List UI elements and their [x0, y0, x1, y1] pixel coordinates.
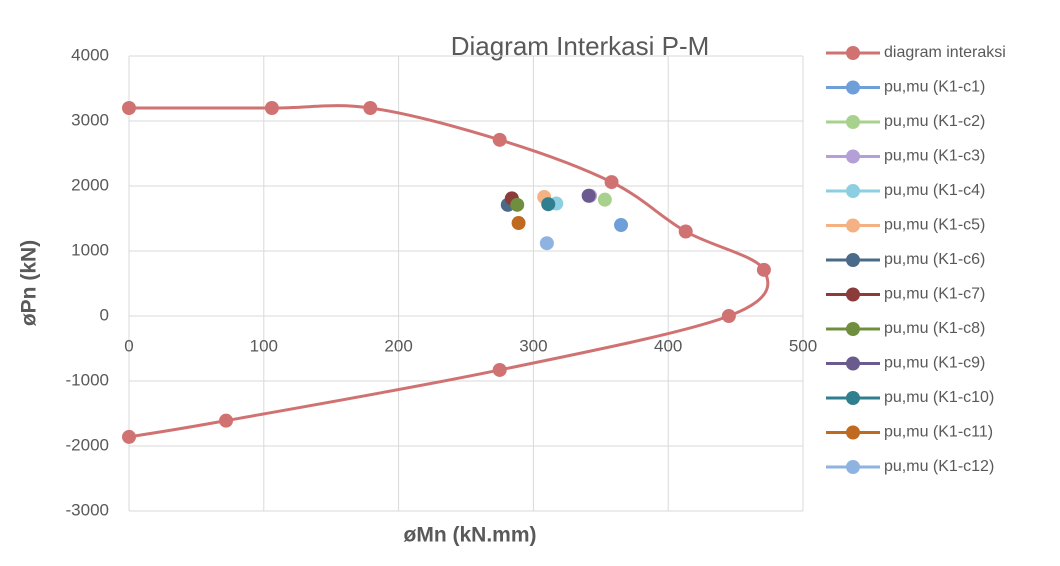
x-tick-label: 400 [654, 336, 682, 355]
legend-swatch-marker [846, 81, 860, 95]
legend-swatch-marker [846, 115, 860, 129]
y-tick-label: -2000 [66, 435, 109, 454]
data-point [512, 216, 526, 230]
x-tick-label: 500 [789, 336, 817, 355]
legend-swatch-marker [846, 288, 860, 302]
legend-swatch-marker [846, 219, 860, 233]
y-axis-label: øPn (kN) [18, 240, 41, 326]
legend-label: pu,mu (K1-c1) [884, 79, 985, 96]
legend-label: pu,mu (K1-c10) [884, 389, 994, 406]
data-point [510, 198, 524, 212]
legend-label: pu,mu (K1-c8) [884, 320, 985, 337]
y-tick-label: 2000 [71, 175, 109, 194]
data-point [722, 309, 736, 323]
legend-swatch-marker [846, 460, 860, 474]
data-point [122, 430, 136, 444]
data-point [605, 175, 619, 189]
data-point [219, 414, 233, 428]
data-point [493, 363, 507, 377]
y-tick-label: 3000 [71, 110, 109, 129]
series-line [129, 106, 768, 437]
x-tick-label: 200 [384, 336, 412, 355]
data-point [122, 101, 136, 115]
data-point [582, 189, 596, 203]
data-point [363, 101, 377, 115]
y-tick-label: 0 [100, 305, 109, 324]
data-point [265, 101, 279, 115]
x-tick-label: 100 [250, 336, 278, 355]
data-point [679, 225, 693, 239]
data-point [541, 197, 555, 211]
x-axis-label: øMn (kN.mm) [404, 524, 537, 547]
legend-label: pu,mu (K1-c7) [884, 286, 985, 303]
legend-label: pu,mu (K1-c6) [884, 251, 985, 268]
x-tick-label: 0 [124, 336, 133, 355]
legend-label: diagram interaksi [884, 44, 1006, 61]
data-point [493, 133, 507, 147]
legend-label: pu,mu (K1-c3) [884, 148, 985, 165]
legend-swatch-marker [846, 391, 860, 405]
legend-label: pu,mu (K1-c4) [884, 182, 985, 199]
legend-swatch-marker [846, 46, 860, 60]
legend-swatch-marker [846, 184, 860, 198]
data-point [614, 218, 628, 232]
x-tick-label: 300 [519, 336, 547, 355]
y-tick-label: 4000 [71, 45, 109, 64]
legend-swatch-marker [846, 357, 860, 371]
legend-label: pu,mu (K1-c2) [884, 113, 985, 130]
data-point [757, 263, 771, 277]
legend-swatch-marker [846, 426, 860, 440]
legend-label: pu,mu (K1-c9) [884, 355, 985, 372]
y-tick-label: -3000 [66, 500, 109, 519]
legend-label: pu,mu (K1-c11) [884, 424, 993, 441]
legend-label: pu,mu (K1-c5) [884, 217, 985, 234]
data-point [598, 193, 612, 207]
data-point [540, 236, 554, 250]
legend-swatch-marker [846, 322, 860, 336]
y-tick-label: -1000 [66, 370, 109, 389]
legend-swatch-marker [846, 253, 860, 267]
y-tick-label: 1000 [71, 240, 109, 259]
chart: Diagram Interkasi P-M øMn (kN.mm) øPn (k… [0, 0, 1060, 561]
legend-swatch-marker [846, 150, 860, 164]
legend-label: pu,mu (K1-c12) [884, 458, 994, 475]
